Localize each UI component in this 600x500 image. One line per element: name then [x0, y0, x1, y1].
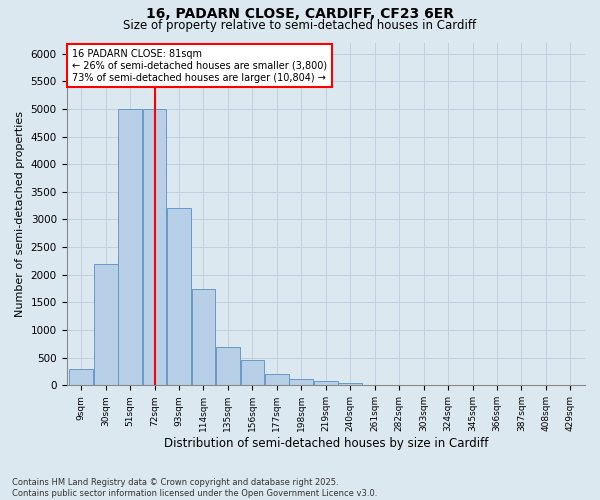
Bar [216, 346, 240, 386]
Text: 16, PADARN CLOSE, CARDIFF, CF23 6ER: 16, PADARN CLOSE, CARDIFF, CF23 6ER [146, 8, 454, 22]
Bar [70, 369, 93, 386]
Bar [314, 381, 338, 386]
Y-axis label: Number of semi-detached properties: Number of semi-detached properties [15, 111, 25, 317]
Bar [167, 208, 191, 386]
Bar [265, 374, 289, 386]
Bar [338, 382, 362, 386]
Bar [191, 288, 215, 386]
Bar [94, 264, 118, 386]
X-axis label: Distribution of semi-detached houses by size in Cardiff: Distribution of semi-detached houses by … [164, 437, 488, 450]
Bar [289, 378, 313, 386]
Bar [363, 385, 386, 386]
Text: Contains HM Land Registry data © Crown copyright and database right 2025.
Contai: Contains HM Land Registry data © Crown c… [12, 478, 377, 498]
Bar [143, 109, 166, 386]
Text: 16 PADARN CLOSE: 81sqm
← 26% of semi-detached houses are smaller (3,800)
73% of : 16 PADARN CLOSE: 81sqm ← 26% of semi-det… [72, 50, 327, 82]
Text: Size of property relative to semi-detached houses in Cardiff: Size of property relative to semi-detach… [124, 18, 476, 32]
Bar [118, 109, 142, 386]
Bar [241, 360, 264, 386]
